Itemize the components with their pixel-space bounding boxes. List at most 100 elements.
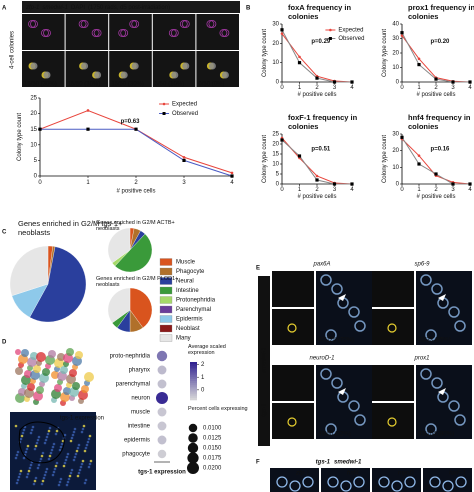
- legend-label: Phagocyte: [176, 269, 205, 275]
- marker: [434, 77, 438, 81]
- marker: [468, 182, 472, 186]
- cell: [340, 480, 352, 492]
- tsne-cell: [88, 434, 92, 438]
- tsne-cell: [55, 461, 59, 465]
- tsne-cell: [75, 449, 79, 453]
- header-label: smedwi-1: [334, 460, 362, 466]
- tsne-cluster: [42, 368, 50, 376]
- cell: [431, 283, 443, 295]
- dot: [157, 379, 167, 389]
- count-label: 87/125 (70%): [318, 338, 354, 344]
- cell: [404, 476, 416, 488]
- colorbar-step: [190, 390, 197, 393]
- tsne-cell: [72, 430, 76, 434]
- tsne-cell: [85, 443, 89, 447]
- y-axis-label: Colony type count: [382, 29, 388, 77]
- tsne-cell: [81, 459, 85, 463]
- legend-swatch: [159, 267, 173, 276]
- cell: [348, 400, 360, 412]
- tsne-cell: [82, 424, 86, 428]
- legend-swatch: [159, 296, 173, 304]
- x-tick-label: 0: [38, 180, 42, 186]
- tsne-cell: [68, 474, 72, 478]
- tsne-cell: [43, 473, 47, 477]
- tsne-cell: [52, 442, 56, 446]
- micrograph: [272, 365, 314, 401]
- tsne-cell: [34, 444, 38, 448]
- tsne-cell: [79, 465, 83, 469]
- tsne-cell: [87, 465, 91, 469]
- legend-label: Observed: [172, 111, 198, 117]
- tsne-cell: [26, 444, 30, 448]
- x-tick-label: 1: [86, 180, 90, 186]
- tsne-outline: [18, 421, 65, 464]
- colorbar-step: [190, 369, 197, 372]
- tsne-cluster: [57, 353, 65, 361]
- dot: [157, 407, 167, 417]
- y-tick-label: 0: [396, 182, 400, 188]
- tsne-cell: [69, 471, 73, 475]
- legend-swatch: [159, 258, 173, 266]
- tsne-cell: [59, 445, 63, 449]
- tsne-cell: [77, 443, 81, 447]
- y-tick-label: 5: [34, 158, 38, 164]
- tsne-cluster: [48, 350, 56, 358]
- x-axis-label: tgs-1 expression: [138, 470, 186, 476]
- tsne-cell: [80, 430, 84, 434]
- tsne-cell: [15, 481, 19, 485]
- cell: [387, 417, 397, 427]
- tsne-cell: [46, 432, 50, 436]
- tsne-cell: [44, 470, 48, 474]
- tsne-cell: [48, 454, 52, 458]
- y-tick-label: pharynx: [129, 368, 150, 374]
- tsne-cell: [43, 441, 47, 445]
- legend-swatch: [159, 334, 173, 342]
- colorbar-label: 2: [201, 362, 205, 368]
- tsne-cell: [47, 429, 51, 433]
- tsne-cell: [88, 462, 92, 466]
- y-tick-label: 30: [392, 36, 399, 42]
- colorbar-step: [190, 373, 197, 376]
- tsne-cluster: [33, 365, 41, 373]
- legend-marker: [328, 37, 332, 40]
- tsne-cell: [18, 472, 22, 476]
- tsne-cell: [17, 475, 21, 479]
- tsne-cluster: [63, 387, 71, 395]
- tsne-cluster: [15, 349, 21, 355]
- colorbar-step: [190, 396, 197, 399]
- marker: [280, 138, 284, 142]
- micrograph: [65, 51, 109, 87]
- micrograph: [372, 365, 414, 401]
- tsne-cell: [36, 438, 40, 442]
- tsne-cell: [16, 478, 20, 482]
- legend-label: Epidermis: [176, 317, 203, 323]
- count-label: 28/33 (85%): [418, 338, 451, 344]
- header-text: (1750 rads, d5 post-irradiation): [88, 5, 170, 11]
- tsne-cell: [55, 429, 59, 433]
- cell: [120, 71, 128, 79]
- count-label: 0/: [425, 486, 430, 492]
- y-tick-label: 20: [272, 142, 279, 148]
- tsne-cell: [14, 424, 18, 428]
- gene-label: zfp-1: [295, 471, 309, 477]
- count-label: 1/: [323, 486, 328, 492]
- tsne-cluster: [18, 388, 26, 396]
- cell: [425, 423, 437, 435]
- cell: [168, 29, 177, 37]
- header-label: tgs-1: [316, 460, 331, 466]
- count-label: 5/50 (10%): [155, 82, 184, 88]
- y-tick-label: 10: [392, 165, 399, 171]
- x-tick-label: 4: [350, 187, 354, 193]
- panel-letter: B: [246, 6, 251, 12]
- micrograph: [152, 51, 196, 87]
- tsne-cell: [65, 455, 69, 459]
- legend-label: Neoblast: [176, 326, 200, 332]
- marker: [350, 80, 354, 84]
- colorbar-step: [190, 386, 197, 389]
- size-label: 0.0200: [203, 466, 222, 472]
- x-tick-label: 2: [315, 85, 319, 91]
- panel-letter: D: [2, 340, 7, 346]
- tsne-cell: [57, 483, 61, 487]
- side-label: tgs-1: [262, 403, 268, 416]
- x-tick-label: 3: [182, 180, 186, 186]
